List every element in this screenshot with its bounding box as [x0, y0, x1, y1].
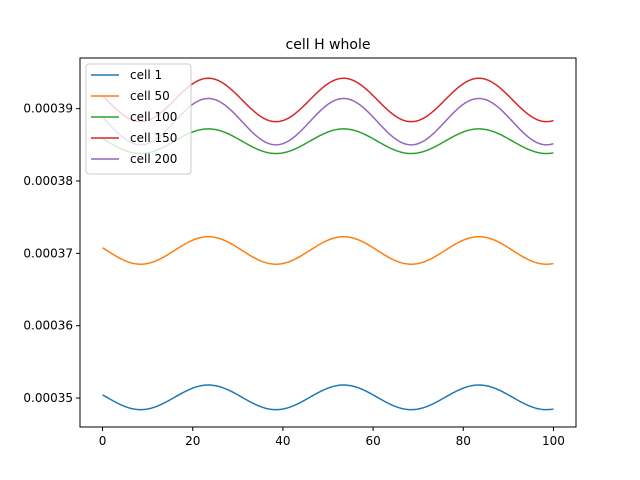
y-axis: 0.00035 0.00036 0.00037 0.00038 0.00039 — [23, 102, 80, 405]
y-tick-label: 0.00039 — [23, 102, 73, 116]
legend: cell 1 cell 50 cell 100 cell 150 cell 200 — [85, 63, 192, 175]
x-tick-label: 20 — [185, 434, 200, 448]
y-tick-label: 0.00037 — [23, 246, 73, 260]
plot-frame — [79, 57, 577, 428]
x-tick-label: 0 — [99, 434, 107, 448]
legend-box — [85, 63, 192, 175]
x-tick-label: 100 — [542, 434, 565, 448]
legend-label: cell 50 — [130, 89, 170, 103]
y-tick-label: 0.00035 — [23, 391, 73, 405]
x-tick-label: 40 — [275, 434, 290, 448]
series-line-2 — [102, 235, 554, 265]
legend-label: cell 150 — [130, 131, 177, 145]
chart-title: cell H whole — [286, 37, 371, 53]
y-tick-label: 0.00036 — [23, 319, 73, 333]
y-tick-label: 0.00038 — [23, 174, 73, 188]
x-tick-label: 60 — [365, 434, 380, 448]
series-line-1 — [102, 384, 554, 411]
legend-label: cell 1 — [130, 68, 162, 82]
x-axis: 0 20 40 60 80 100 — [99, 427, 565, 448]
legend-label: cell 200 — [130, 152, 177, 166]
x-tick-label: 80 — [456, 434, 471, 448]
legend-label: cell 100 — [130, 110, 177, 124]
